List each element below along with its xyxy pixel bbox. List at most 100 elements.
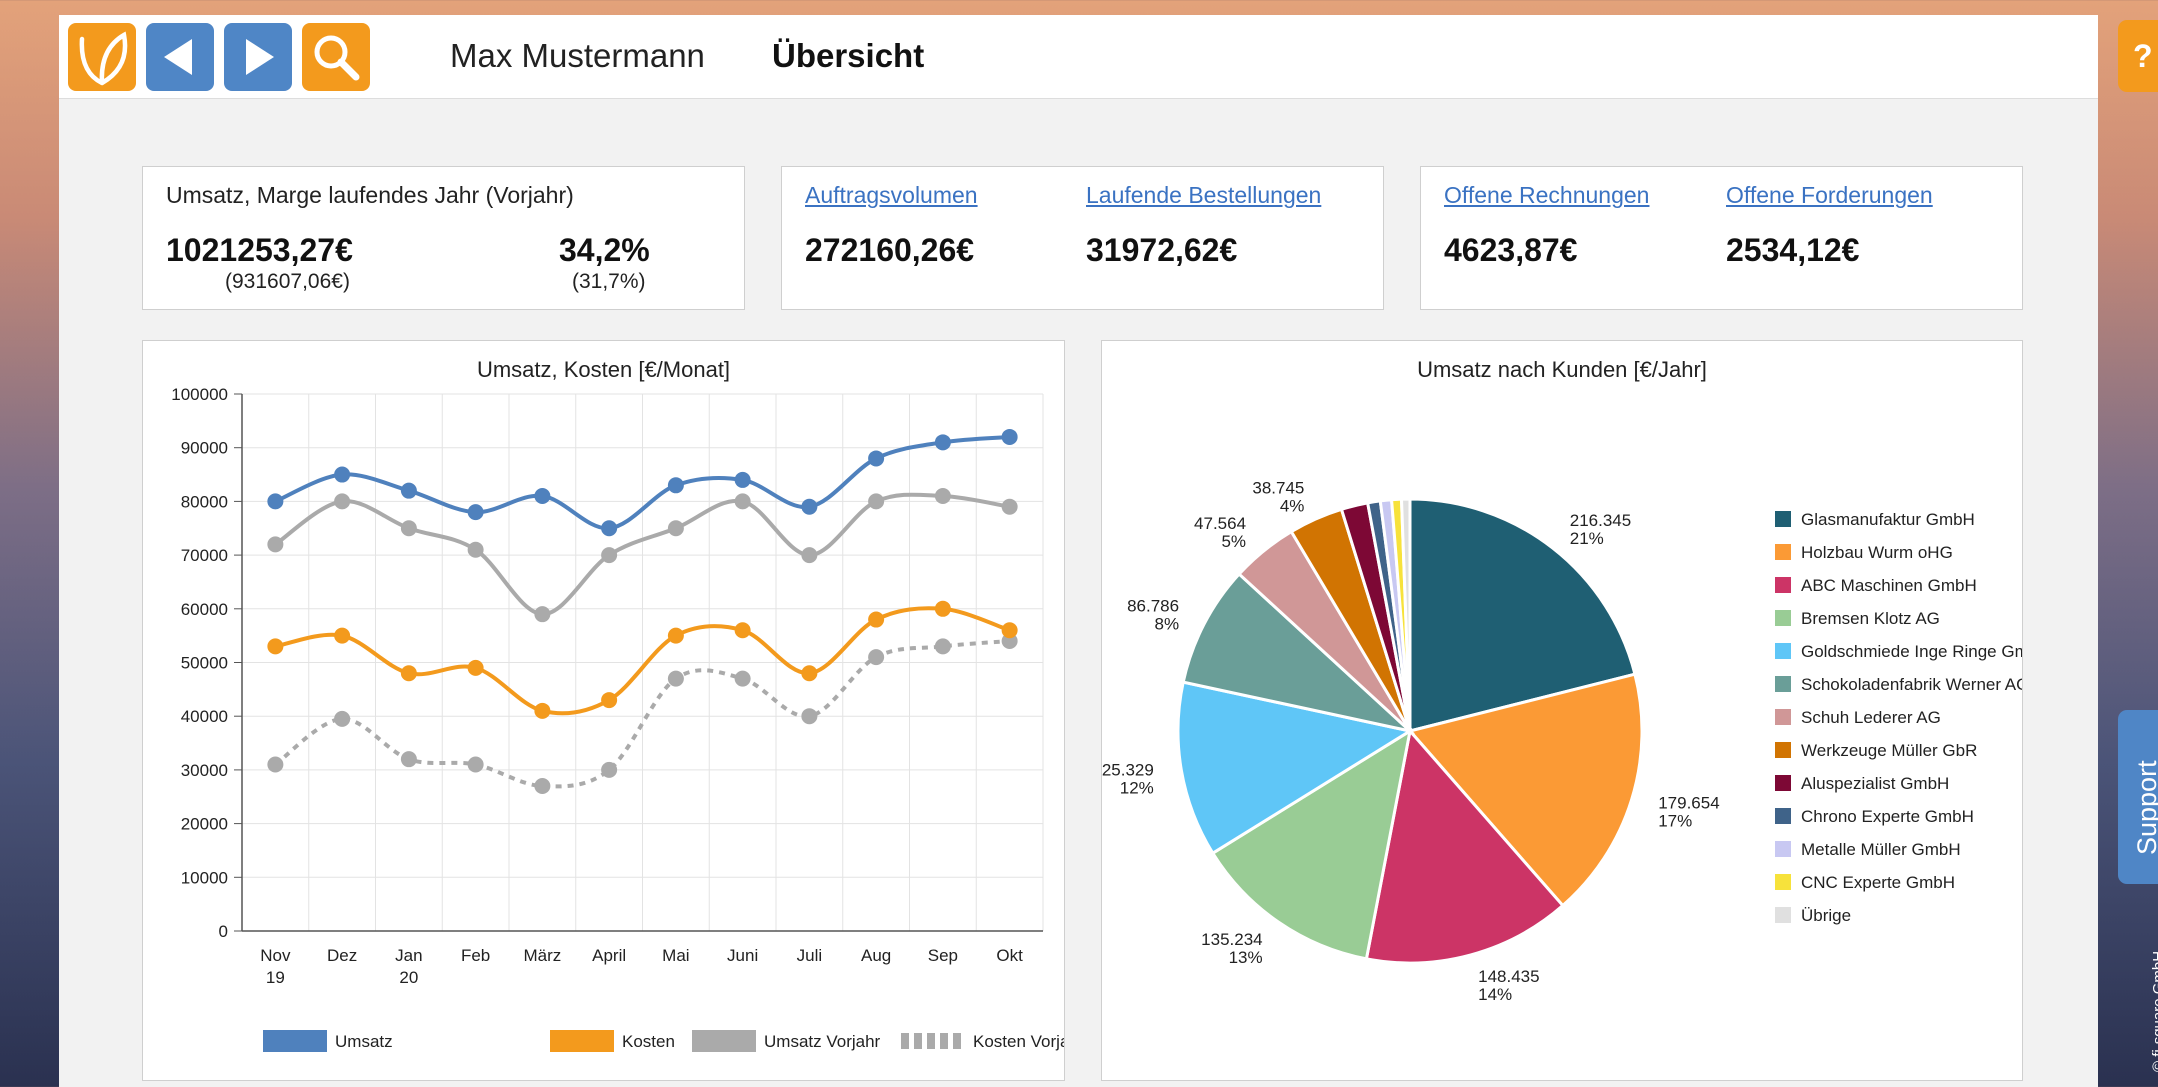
data-point [934, 434, 951, 451]
data-point [801, 498, 818, 515]
data-point [868, 649, 885, 666]
data-point [467, 659, 484, 676]
legend-label: Goldschmiede Inge Ringe GmbH [1801, 642, 2022, 661]
support-button[interactable]: Support [2118, 710, 2158, 884]
legend-swatch [1775, 709, 1791, 725]
pie-slice [1181, 571, 1416, 734]
umsatz-caption: Umsatz, Marge laufendes Jahr (Vorjahr) [166, 182, 574, 208]
data-point [1001, 428, 1018, 445]
y-tick-label: 30000 [181, 761, 228, 780]
legend-swatch [1775, 841, 1791, 857]
pie-data-label: 148.435 14% [1478, 967, 1539, 1004]
data-point [868, 611, 885, 628]
data-point [801, 547, 818, 564]
legend-label: Werkzeuge Müller GbR [1801, 741, 1977, 760]
data-point [334, 710, 351, 727]
kpi-card-auftrag: Auftragsvolumen 272160,26€ Laufende Best… [781, 166, 1384, 310]
data-point [534, 702, 551, 719]
home-logo-button[interactable] [68, 23, 136, 91]
data-point [534, 488, 551, 505]
x-tick-label: Mai [662, 946, 689, 965]
x-tick-label: März [523, 946, 561, 965]
legend-label: Holzbau Wurm oHG [1801, 543, 1953, 562]
data-point [534, 606, 551, 623]
x-tick-label: Aug [861, 946, 891, 965]
data-point [801, 665, 818, 682]
x-tick-label: Juni [727, 946, 758, 965]
app-window: Max Mustermann Übersicht Umsatz, Marge l… [59, 15, 2098, 1087]
data-point [267, 493, 284, 510]
umsatz-prev: (931607,06€) [225, 270, 350, 293]
legend-swatch [1775, 676, 1791, 692]
pie-data-label: 216.345 21% [1570, 511, 1631, 548]
pie-data-label: 179.654 17% [1658, 793, 1719, 830]
data-point [467, 504, 484, 521]
top-bar: Max Mustermann Übersicht [59, 15, 2098, 99]
pie-data-label: 86.786 8% [1127, 596, 1179, 633]
kpi-card-umsatz: Umsatz, Marge laufendes Jahr (Vorjahr) 1… [142, 166, 745, 310]
data-point [534, 778, 551, 795]
help-icon: ? [2133, 37, 2153, 74]
legend-swatch [550, 1030, 614, 1052]
y-tick-label: 10000 [181, 868, 228, 887]
data-point [467, 756, 484, 773]
legend-swatch [1775, 643, 1791, 659]
data-point [934, 488, 951, 505]
margin-value: 34,2% [559, 232, 650, 268]
offene-rechnungen-link[interactable]: Offene Rechnungen [1444, 182, 1650, 208]
help-button[interactable]: ? [2118, 20, 2158, 92]
auftragsvolumen-value: 272160,26€ [805, 232, 975, 268]
pie-slice [1408, 497, 1637, 733]
legend-label: Schuh Lederer AG [1801, 708, 1941, 727]
line-chart-title: Umsatz, Kosten [€/Monat] [476, 357, 731, 382]
data-point [267, 756, 284, 773]
data-point [400, 520, 417, 537]
x-tick-label: Nov 19 [260, 946, 291, 987]
pie-slice [1399, 497, 1412, 732]
data-point [734, 471, 751, 488]
data-point [400, 665, 417, 682]
copyright-text: © fi-square GmbH [2150, 950, 2158, 1072]
data-point [601, 692, 618, 709]
legend-label: Aluspezialist GmbH [1801, 774, 1949, 793]
page-title: Übersicht [772, 37, 925, 74]
data-point [868, 493, 885, 510]
legend-label: CNC Experte GmbH [1801, 873, 1955, 892]
y-tick-label: 0 [219, 922, 228, 941]
legend-label: Kosten [622, 1032, 675, 1051]
pie-slice [1210, 727, 1413, 961]
legend-swatch [1775, 742, 1791, 758]
pie-chart-card: Umsatz nach Kunden [€/Jahr] 216.345 21% 17… [1101, 340, 2023, 1081]
legend-label: Umsatz Vorjahr [764, 1032, 881, 1051]
legend-swatch [692, 1030, 756, 1052]
legend-label: Glasmanufaktur GmbH [1801, 510, 1975, 529]
pie-data-label: 135.234 13% [1201, 930, 1262, 967]
legend-swatch [263, 1030, 327, 1052]
search-button[interactable] [302, 23, 370, 91]
legend-label: ABC Maschinen GmbH [1801, 576, 1977, 595]
legend-swatch [1775, 610, 1791, 626]
auftragsvolumen-link[interactable]: Auftragsvolumen [805, 182, 978, 208]
data-point [734, 493, 751, 510]
data-point [601, 547, 618, 564]
data-point [267, 536, 284, 553]
pie-slice [1176, 680, 1414, 856]
data-point [400, 751, 417, 768]
logo-leaf-icon [79, 31, 128, 86]
laufende-bestellungen-link[interactable]: Laufende Bestellungen [1086, 182, 1322, 208]
legend-label: Schokoladenfabrik Werner AG [1801, 675, 2022, 694]
data-point [467, 541, 484, 558]
data-point [601, 520, 618, 537]
offene-forderungen-link[interactable]: Offene Forderungen [1726, 182, 1933, 208]
offene-forderungen-value: 2534,12€ [1726, 232, 1860, 268]
legend-label: Metalle Müller GmbH [1801, 840, 1961, 859]
y-tick-label: 50000 [181, 654, 228, 673]
legend-swatch [1775, 775, 1791, 791]
legend-swatch [1775, 874, 1791, 890]
x-tick-label: Juli [797, 946, 823, 965]
legend-swatch [1775, 907, 1791, 923]
data-point [667, 477, 684, 494]
back-button[interactable] [146, 23, 214, 91]
forward-button[interactable] [224, 23, 292, 91]
